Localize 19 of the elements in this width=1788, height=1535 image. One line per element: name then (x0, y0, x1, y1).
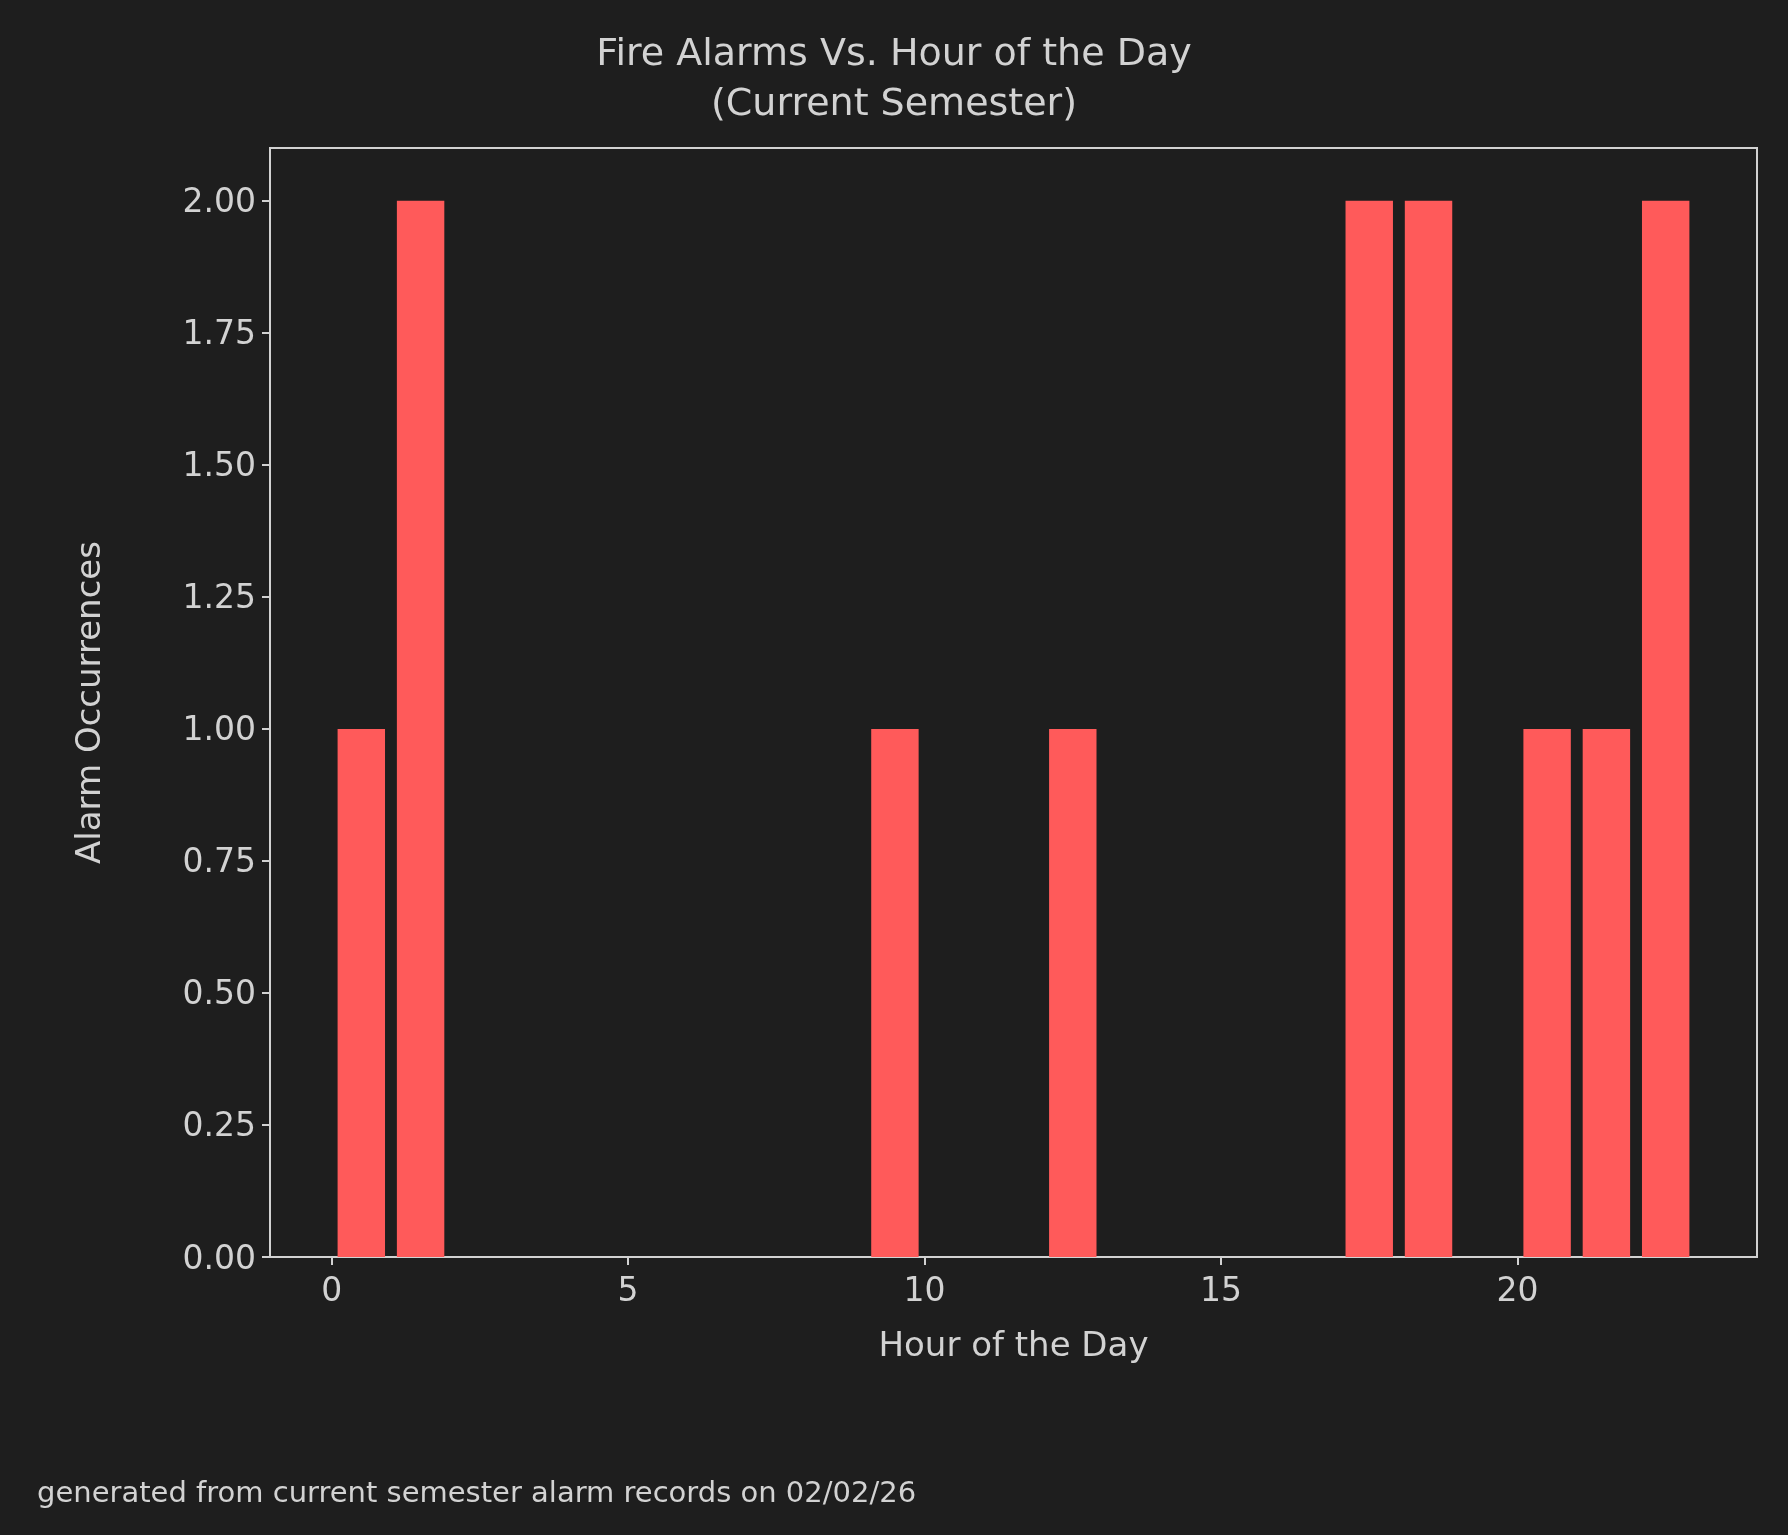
y-tick-label: 1.75 (182, 313, 256, 353)
y-axis-title: Alarm Occurrences (68, 541, 108, 864)
y-tick-label: 0.00 (182, 1237, 256, 1277)
x-axis-title: Hour of the Day (878, 1324, 1149, 1364)
x-tick-label: 5 (617, 1270, 639, 1309)
y-tick-label: 0.50 (182, 973, 256, 1013)
x-tick-label: 20 (1496, 1270, 1539, 1309)
x-tick-label: 10 (903, 1270, 946, 1309)
x-tick-label: 15 (1200, 1270, 1243, 1309)
x-tick-label: 0 (321, 1270, 343, 1309)
chart-subtitle: (Current Semester) (710, 80, 1078, 124)
y-tick-label: 2.00 (182, 181, 256, 221)
text: generated from current semester alarm records on 02/02/26 (37, 1474, 917, 1509)
y-tick-label: 0.75 (182, 841, 256, 881)
y-tick-label: 1.25 (182, 577, 256, 617)
y-tick-label: 1.50 (182, 445, 256, 485)
chart-title: Fire Alarms Vs. Hour of the Day (596, 30, 1192, 74)
y-tick-label: 1.00 (182, 709, 256, 749)
y-tick-label: 0.25 (182, 1105, 256, 1145)
